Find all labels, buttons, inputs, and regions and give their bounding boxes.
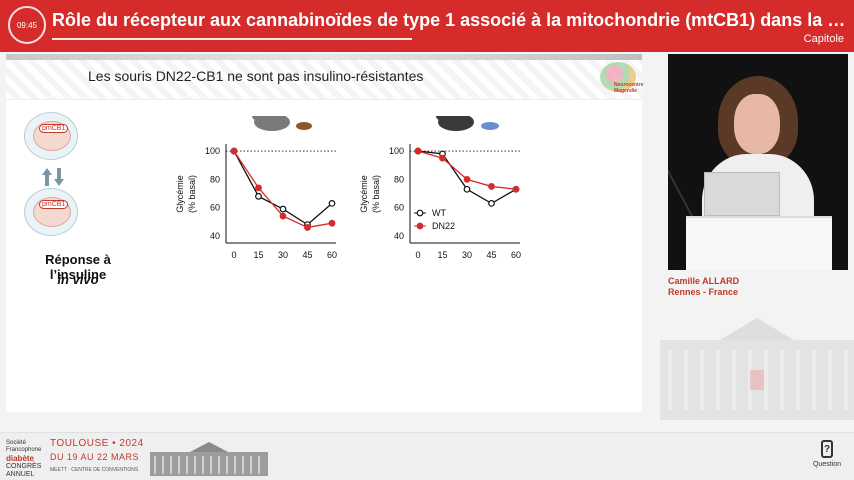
x-tick-label: 0: [415, 250, 420, 260]
y-tick-label: 60: [394, 203, 404, 213]
caption-in-vivo: in vivo: [57, 272, 99, 287]
brand-line-1: Société: [6, 440, 27, 446]
speaker-name: Camille ALLARD: [668, 276, 740, 286]
x-tick-label: 15: [253, 250, 263, 260]
footer-building-icon: [150, 442, 268, 476]
x-tick-label: 0: [231, 250, 236, 260]
mouse-icon: [436, 116, 499, 131]
question-button[interactable]: ? Question: [808, 440, 846, 476]
x-tick-label: 45: [486, 250, 496, 260]
slide-heading: Les souris DN22-CB1 ne sont pas insulino…: [88, 68, 424, 84]
data-point: [255, 192, 262, 200]
room-name: Capitole: [803, 33, 844, 45]
y-axis-label-line1: Glycémie: [359, 175, 369, 213]
y-tick-label: 40: [210, 231, 220, 241]
phone-question-icon: ?: [821, 440, 833, 458]
data-point: [439, 154, 446, 162]
data-point: [512, 185, 520, 193]
session-title: Rôle du récepteur aux cannabinoïdes de t…: [52, 10, 846, 30]
timer: 09:45: [8, 6, 46, 44]
x-ticks: 0 15 30 45 60: [415, 250, 521, 260]
legend: WT DN22: [414, 208, 455, 231]
presentation-slide: Les souris DN22-CB1 ne sont pas insulino…: [6, 54, 644, 412]
microphone-icon: [668, 152, 694, 219]
data-point: [463, 175, 471, 183]
speaker-face: [734, 94, 780, 154]
question-label: Question: [812, 461, 842, 468]
x-ticks: 0 15 30 45 60: [231, 250, 337, 260]
y-tick-label: 100: [389, 146, 404, 156]
speaker-location: Rennes - France: [668, 287, 739, 297]
data-point: [279, 212, 287, 220]
data-point: [414, 147, 422, 155]
logo-text-line1: Neurocentre: [614, 82, 644, 88]
data-point: [328, 219, 336, 227]
x-tick-label: 15: [437, 250, 447, 260]
data-point: [488, 183, 495, 190]
mouse-icon: [252, 116, 312, 131]
y-tick-label: 100: [205, 146, 220, 156]
y-tick-label: 80: [394, 174, 404, 184]
y-axis-label-line2: (% basal): [371, 175, 381, 213]
capitole-building-icon: [660, 318, 854, 420]
x-tick-label: 60: [327, 250, 337, 260]
legend-label-dn22: DN22: [432, 221, 455, 231]
glycemia-chart-right: 40 60 80 100 0 15 30 45 60 Glycémie (% b…: [359, 116, 521, 260]
data-point: [255, 184, 262, 192]
footer-bar: [0, 432, 854, 480]
slide-top-bar: [6, 54, 642, 60]
y-tick-label: 60: [210, 203, 220, 213]
x-tick-label: 30: [462, 250, 472, 260]
series-layer: [414, 147, 520, 207]
y-ticks: 40 60 80 100: [389, 146, 404, 241]
event-dates: DU 19 AU 22 MARS: [50, 452, 140, 462]
x-tick-label: 60: [511, 250, 521, 260]
legend-label-wt: WT: [432, 208, 446, 218]
x-tick-label: 30: [278, 250, 288, 260]
y-tick-label: 40: [394, 231, 404, 241]
exchange-arrows-icon: [42, 168, 64, 186]
neurocentre-logo-icon: [600, 62, 636, 92]
legend-marker-dn22: [416, 222, 424, 230]
legend-marker-wt: [416, 209, 424, 217]
podium: [686, 216, 832, 270]
cb1-label-bottom: pmCB1: [39, 200, 69, 209]
brand-line-4: CONGRÈS: [6, 463, 42, 470]
cell-diagram-top: pmCB1: [24, 112, 78, 160]
timer-text: 09:45: [16, 20, 38, 30]
cb1-label-top: pmCB1: [39, 124, 69, 133]
data-point: [279, 205, 287, 213]
title-progress-underline: [52, 38, 412, 40]
data-point: [230, 147, 238, 155]
y-axis-label-line2: (% basal): [187, 175, 197, 213]
laptop: [704, 172, 780, 216]
brand-line-5: ANNUEL: [6, 471, 35, 478]
series-line: [417, 150, 517, 190]
event-city: TOULOUSE • 2024: [50, 438, 144, 449]
x-tick-label: 45: [302, 250, 312, 260]
data-point: [304, 224, 311, 231]
slide-header-stripe: [6, 60, 642, 100]
brand-line-2: Francophone: [6, 447, 42, 453]
data-point: [488, 199, 495, 207]
series-layer: [230, 147, 336, 231]
caption-insulin-response: Réponse à l’insuline: [45, 252, 111, 282]
brand-line-3: diabète: [6, 454, 35, 463]
y-tick-label: 80: [210, 174, 220, 184]
data-point: [328, 199, 336, 207]
logo-text-line2: Magendie: [614, 88, 638, 94]
y-axis-label-line1: Glycémie: [175, 175, 185, 213]
data-point: [463, 185, 471, 193]
header-bar: 09:45 Rôle du récepteur aux cannabinoïde…: [0, 0, 854, 52]
speaker-video: [668, 54, 848, 270]
event-venue: MEETT · CENTRE DE CONVENTIONS: [50, 467, 139, 473]
glycemia-chart-left: 40 60 80 100 0 15 30 45 60 Glycémie (% b…: [175, 116, 337, 260]
cell-diagram-bottom: pmCB1: [24, 188, 78, 236]
y-ticks: 40 60 80 100: [205, 146, 220, 241]
